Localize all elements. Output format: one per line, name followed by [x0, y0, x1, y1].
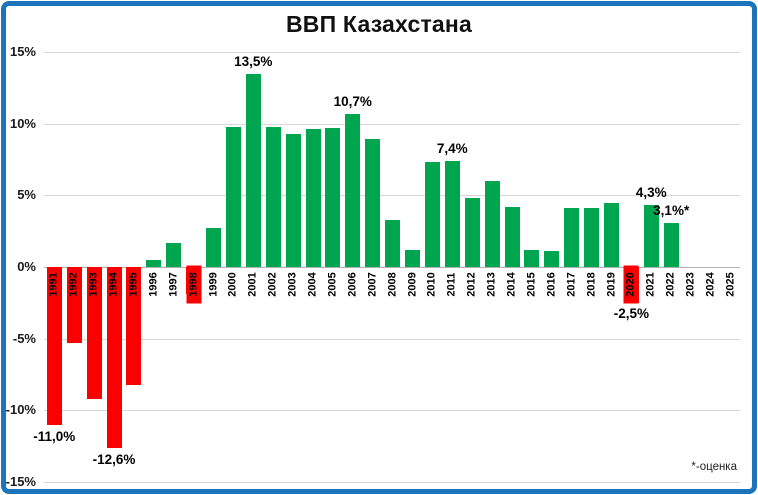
bar-2005	[325, 127, 341, 267]
bar-2022	[663, 222, 679, 267]
year-label-1996: 1996	[147, 271, 160, 297]
year-label-2025: 2025	[724, 271, 737, 297]
bar-1994	[106, 267, 122, 448]
data-label-2001: 13,5%	[234, 53, 273, 69]
year-label-1997: 1997	[167, 271, 180, 297]
bar-1997	[166, 242, 182, 267]
bar-2010	[424, 162, 440, 267]
bar-2008	[385, 219, 401, 267]
year-label-2006: 2006	[346, 271, 359, 297]
year-label-2009: 2009	[406, 271, 418, 297]
gridline	[44, 481, 740, 483]
year-label-1994: 1994	[107, 271, 120, 297]
year-label-2007: 2007	[366, 271, 379, 297]
year-label-2008: 2008	[386, 271, 399, 297]
bar-2017	[564, 208, 580, 267]
bar-2009	[405, 249, 420, 267]
year-label-2013: 2013	[485, 271, 498, 297]
year-label-2017: 2017	[565, 271, 578, 297]
bar-2014	[504, 206, 520, 267]
bar-2021	[643, 205, 659, 267]
year-label-1999: 1999	[207, 271, 219, 297]
bar-2001	[245, 73, 261, 267]
year-label-1998: 1998	[186, 265, 202, 303]
year-label-1991: 1991	[47, 271, 60, 297]
data-label-2011: 7,4%	[436, 140, 468, 156]
y-tick-label: 5%	[17, 187, 36, 203]
year-label-2005: 2005	[326, 271, 339, 297]
bar-2019	[604, 202, 619, 267]
year-label-2021: 2021	[644, 271, 657, 297]
gridline	[44, 410, 740, 412]
bar-1996	[146, 259, 162, 267]
year-label-2015: 2015	[525, 271, 538, 297]
year-label-2014: 2014	[505, 271, 518, 297]
year-label-2022: 2022	[664, 271, 677, 297]
data-label-2022: 3,1%*	[653, 202, 690, 218]
gridline	[44, 52, 740, 53]
data-label-2020: -2,5%	[613, 306, 650, 321]
year-label-2002: 2002	[266, 271, 279, 297]
y-tick-label: 10%	[9, 115, 36, 131]
year-label-2011: 2011	[445, 272, 458, 296]
data-label-2021: 4,3%	[635, 185, 667, 201]
zero-axis-line	[44, 267, 740, 268]
bar-2003	[285, 133, 301, 267]
bar-2007	[365, 139, 381, 267]
bar-1993	[86, 267, 102, 399]
year-label-2001: 2001	[246, 271, 259, 297]
bar-2016	[544, 251, 560, 267]
bar-2012	[464, 198, 480, 267]
y-tick-label: -5%	[12, 330, 36, 346]
bar-1995	[126, 267, 142, 385]
year-label-2012: 2012	[465, 271, 478, 297]
year-label-2023: 2023	[684, 271, 697, 297]
bar-2002	[265, 126, 281, 267]
y-tick-label: 15%	[9, 44, 36, 59]
footnote-estimate: *-оценка	[691, 461, 737, 473]
data-label-1991: -11,0%	[33, 428, 76, 444]
bar-2004	[305, 129, 321, 267]
year-label-2019: 2019	[605, 271, 617, 297]
gridline	[44, 123, 740, 125]
bar-2018	[584, 208, 600, 267]
bar-2013	[484, 181, 500, 267]
year-label-2010: 2010	[425, 271, 438, 297]
gridline	[44, 338, 740, 340]
bar-2006	[345, 113, 361, 267]
year-label-1995: 1995	[127, 271, 140, 297]
y-tick-label: -15%	[5, 473, 36, 489]
year-label-2000: 2000	[226, 271, 239, 297]
bar-1999	[206, 228, 221, 267]
year-label-2016: 2016	[545, 271, 558, 297]
y-tick-label: -10%	[5, 402, 36, 418]
year-label-2024: 2024	[704, 271, 717, 297]
data-label-2006: 10,7%	[333, 93, 372, 109]
year-label-2020: 2020	[623, 265, 639, 303]
gridline	[44, 195, 740, 197]
bar-1991	[46, 267, 62, 425]
bar-2011	[444, 160, 460, 267]
bar-2015	[524, 249, 540, 267]
year-label-2018: 2018	[585, 271, 598, 297]
year-label-2004: 2004	[306, 271, 319, 297]
chart-title: ВВП Казахстана	[285, 11, 472, 37]
year-label-2003: 2003	[286, 271, 299, 297]
bar-2000	[225, 126, 241, 267]
bar-1992	[66, 267, 82, 343]
year-label-1992: 1992	[67, 271, 80, 297]
year-label-1993: 1993	[87, 271, 100, 297]
data-label-1994: -12,6%	[92, 451, 136, 467]
y-tick-label: 0%	[17, 259, 36, 274]
